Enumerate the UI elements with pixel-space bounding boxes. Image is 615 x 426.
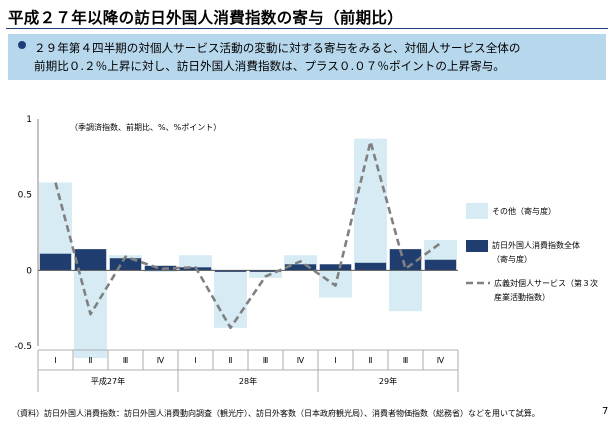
bar-inbound-contribution	[39, 253, 72, 271]
x-tick-label-year: 28年	[239, 376, 257, 386]
bar-inbound-contribution	[424, 259, 457, 271]
bar-inbound-contribution	[319, 264, 352, 271]
x-tick-label-quarter: Ⅲ	[263, 356, 269, 365]
x-tick-label-quarter: Ⅰ	[194, 356, 196, 365]
bar-other-contribution	[249, 271, 282, 278]
bar-other-contribution	[179, 255, 212, 268]
x-tick-label-quarter: Ⅳ	[157, 356, 165, 365]
chart-note: （季調済指数、前期比、%、%ポイント）	[70, 122, 221, 132]
line-series-services	[54, 140, 442, 330]
summary-box: ２９年第４四半期の対個人サービス活動の変動に対する寄与をみると、対個人サービス全…	[8, 34, 606, 80]
legend-label-other: その他（寄与度）	[492, 206, 556, 216]
x-tick-label-quarter: Ⅰ	[54, 356, 56, 365]
legend-label-services-2: 産業活動指数）	[494, 292, 550, 302]
summary-line-2: 前期比０.２％上昇に対し、訪日外国人消費指数は、プラス０.０７％ポイントの上昇寄…	[34, 59, 505, 73]
bar-inbound-contribution	[249, 270, 282, 272]
y-tick-label: -0.5	[14, 342, 32, 352]
page-title: 平成２７年以降の訪日外国人消費指数の寄与（前期比）	[8, 9, 404, 27]
x-tick-label-quarter: Ⅱ	[229, 356, 233, 365]
x-axis: Ⅰ Ⅱ Ⅲ Ⅳ Ⅰ Ⅱ Ⅲ Ⅳ Ⅰ Ⅱ Ⅲ Ⅳ 平成27年 28年 29年	[37, 349, 459, 392]
x-tick-label-quarter: Ⅳ	[297, 356, 305, 365]
bar-inbound-contribution	[284, 264, 317, 271]
bar-other-contribution	[39, 182, 72, 254]
bar-inbound-contribution	[74, 249, 107, 271]
bar-other-contribution	[214, 271, 247, 328]
bar-inbound-contribution	[389, 249, 422, 271]
x-tick-label-year: 29年	[379, 376, 397, 386]
legend: その他（寄与度） 訪日外国人消費指数全体 （寄与度） 広義対個人サービス（第３次産業活…	[466, 203, 598, 302]
bar-inbound-contribution	[214, 270, 247, 272]
y-tick-label: 1	[26, 115, 32, 125]
title-divider	[6, 28, 608, 29]
legend-label-services: 広義対個人サービス（第３次	[494, 278, 598, 288]
legend-swatch-other	[466, 203, 488, 219]
x-tick-label-quarter: Ⅳ	[437, 356, 445, 365]
x-tick-label-quarter: Ⅱ	[89, 356, 93, 365]
legend-swatch-inbound	[466, 240, 488, 252]
legend-label-inbound: 訪日外国人消費指数全体	[492, 240, 580, 250]
source-footnote: （資料）訪日外国人消費指数：訪日外国人消費動向調査（観光庁）、訪日外客数（日本政…	[12, 409, 540, 418]
x-tick-label-year: 平成27年	[91, 376, 125, 386]
plot-area: 1 0.5 0 -0.5	[14, 115, 458, 359]
x-tick-label-quarter: Ⅱ	[369, 356, 373, 365]
summary-line-1: ２９年第４四半期の対個人サービス活動の変動に対する寄与をみると、対個人サービス全…	[34, 41, 521, 55]
bar-other-contribution	[389, 270, 422, 312]
bar-inbound-contribution	[354, 262, 387, 271]
bullet-icon	[18, 41, 26, 49]
bar-other-contribution	[424, 240, 457, 260]
x-tick-label-quarter: Ⅰ	[334, 356, 336, 365]
y-tick-label: 0.5	[18, 191, 32, 201]
y-tick-label: 0	[26, 266, 32, 276]
bar-other-contribution	[354, 138, 387, 263]
page-number: 7	[602, 406, 609, 417]
x-tick-label-quarter: Ⅲ	[123, 356, 129, 365]
legend-label-inbound-2: （寄与度）	[492, 254, 532, 264]
bar-other-contribution	[144, 270, 177, 272]
x-tick-label-quarter: Ⅲ	[403, 356, 409, 365]
bar-other-contribution	[284, 255, 317, 265]
bar-inbound-contribution	[144, 265, 177, 271]
